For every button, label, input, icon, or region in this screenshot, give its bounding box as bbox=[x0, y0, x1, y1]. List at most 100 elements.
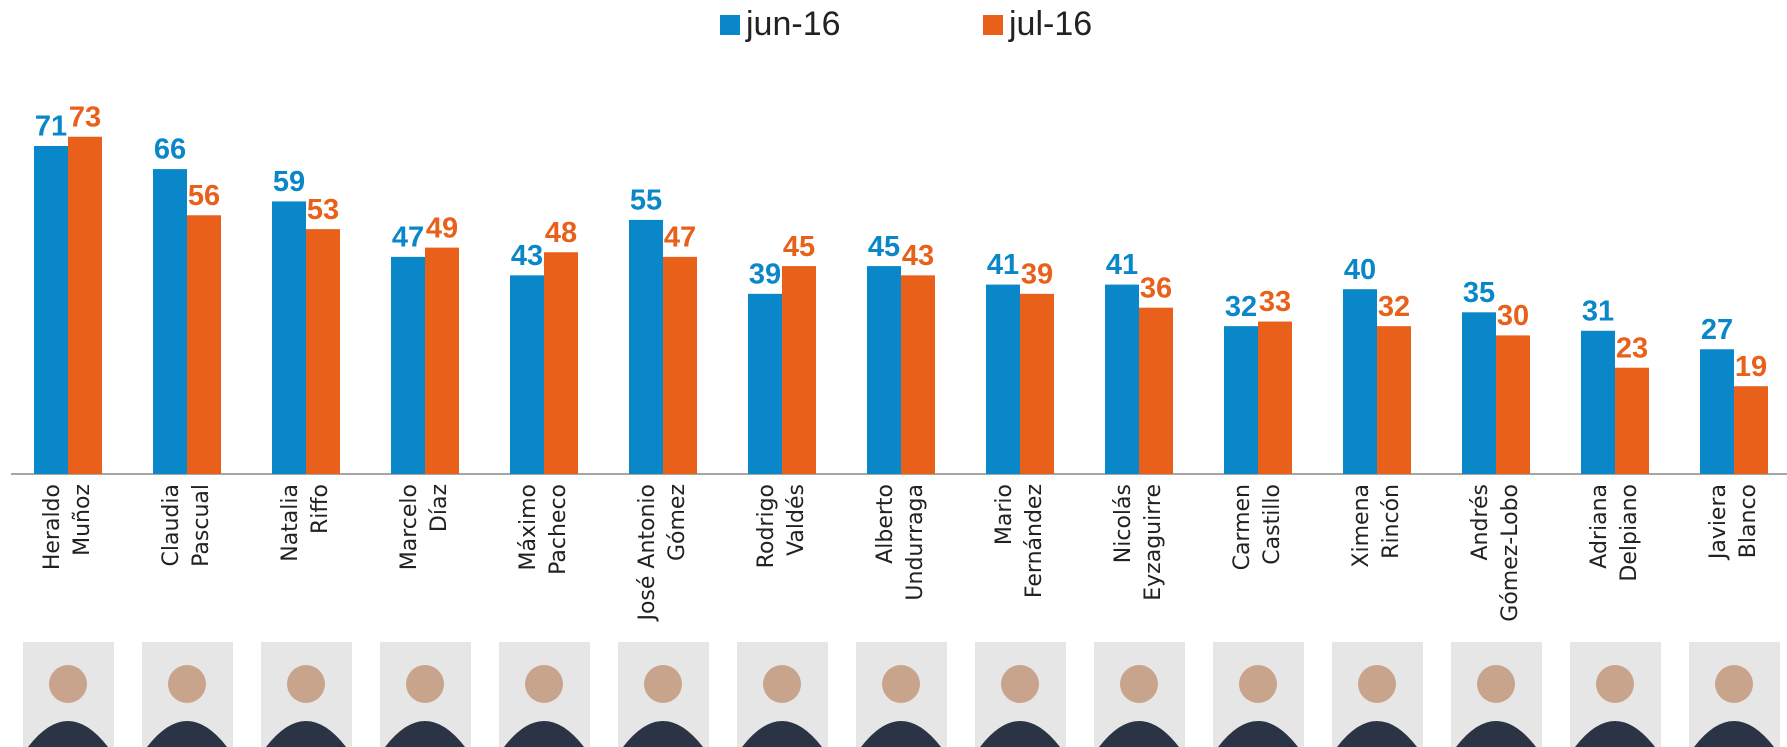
legend-swatch bbox=[983, 15, 1003, 35]
x-tick-label: Mario bbox=[992, 484, 1017, 545]
category-label: MáximoPacheco bbox=[516, 484, 571, 575]
x-tick-label: Andrés bbox=[1468, 484, 1493, 561]
x-tick-label: Adriana bbox=[1587, 484, 1612, 569]
value-label: 48 bbox=[545, 217, 577, 249]
x-tick-label: Pacheco bbox=[546, 484, 571, 575]
bar bbox=[1581, 331, 1615, 474]
photo-head bbox=[644, 665, 682, 703]
x-tick-label: Castillo bbox=[1260, 484, 1285, 565]
photo-head bbox=[168, 665, 206, 703]
x-tick-label: Riffo bbox=[308, 484, 333, 534]
x-tick-label: Marcelo bbox=[397, 484, 422, 570]
value-label: 40 bbox=[1344, 254, 1376, 286]
value-label: 55 bbox=[630, 185, 662, 217]
bar bbox=[34, 146, 68, 474]
photo bbox=[975, 642, 1066, 747]
value-label: 43 bbox=[511, 240, 543, 272]
x-tick-label: Fernández bbox=[1022, 484, 1047, 598]
bar bbox=[68, 137, 102, 474]
photo bbox=[1094, 642, 1185, 747]
value-label: 47 bbox=[664, 222, 696, 254]
value-label: 49 bbox=[426, 212, 458, 244]
bar bbox=[510, 275, 544, 474]
value-label: 56 bbox=[188, 180, 220, 212]
bar bbox=[1496, 335, 1530, 474]
category-label: AdrianaDelpiano bbox=[1587, 484, 1642, 582]
photo-head bbox=[1358, 665, 1396, 703]
photo bbox=[499, 642, 590, 747]
value-label: 31 bbox=[1582, 295, 1614, 327]
x-tick-label: José Antonio bbox=[635, 484, 660, 623]
bar bbox=[1105, 285, 1139, 474]
category-label: AlbertoUndurraga bbox=[873, 484, 928, 601]
photo-head bbox=[49, 665, 87, 703]
x-tick-label: Rincón bbox=[1379, 484, 1404, 559]
x-tick-label: Undurraga bbox=[903, 484, 928, 601]
x-tick-label: Nicolás bbox=[1111, 484, 1136, 563]
x-tick-label: Natalia bbox=[278, 484, 303, 562]
photo bbox=[1332, 642, 1423, 747]
value-label: 41 bbox=[987, 249, 1019, 281]
category-label: AndrésGómez-Lobo bbox=[1468, 484, 1523, 622]
bar bbox=[782, 266, 816, 474]
photo-head bbox=[1001, 665, 1039, 703]
bar bbox=[1258, 322, 1292, 474]
bar bbox=[1700, 349, 1734, 474]
photo bbox=[856, 642, 947, 747]
photo-head bbox=[1596, 665, 1634, 703]
bar bbox=[425, 248, 459, 474]
bar bbox=[1224, 326, 1258, 474]
photo bbox=[1570, 642, 1661, 747]
photo-head bbox=[287, 665, 325, 703]
photo-head bbox=[1239, 665, 1277, 703]
x-tick-label: Delpiano bbox=[1617, 484, 1642, 582]
bar bbox=[187, 215, 221, 474]
bar bbox=[306, 229, 340, 474]
photo-head bbox=[1477, 665, 1515, 703]
value-label: 53 bbox=[307, 194, 339, 226]
value-label: 35 bbox=[1463, 277, 1495, 309]
photo bbox=[1689, 642, 1780, 747]
bar bbox=[1377, 326, 1411, 474]
x-tick-label: Gómez-Lobo bbox=[1498, 484, 1523, 622]
x-tick-label: Valdés bbox=[784, 484, 809, 556]
category-label: MarioFernández bbox=[992, 484, 1047, 598]
legend-label: jul-16 bbox=[1008, 5, 1092, 43]
bar bbox=[629, 220, 663, 474]
photo bbox=[142, 642, 233, 747]
value-label: 30 bbox=[1497, 300, 1529, 332]
x-tick-label: Eyzaguirre bbox=[1141, 484, 1166, 601]
bar bbox=[272, 201, 306, 474]
value-label: 41 bbox=[1106, 249, 1138, 281]
x-tick-label: Javiera bbox=[1706, 484, 1731, 561]
category-label: MarceloDíaz bbox=[397, 484, 452, 570]
x-tick-label: Pascual bbox=[189, 484, 214, 567]
photo bbox=[1451, 642, 1542, 747]
value-label: 19 bbox=[1735, 351, 1767, 383]
bar bbox=[391, 257, 425, 474]
category-label: NicolásEyzaguirre bbox=[1111, 484, 1166, 601]
bar bbox=[153, 169, 187, 474]
bar bbox=[1020, 294, 1054, 474]
bar bbox=[1139, 308, 1173, 474]
x-tick-label: Ximena bbox=[1349, 484, 1374, 568]
value-label: 66 bbox=[154, 134, 186, 166]
bar bbox=[748, 294, 782, 474]
photo bbox=[618, 642, 709, 747]
bar bbox=[1734, 386, 1768, 474]
value-label: 43 bbox=[902, 240, 934, 272]
photo-head bbox=[525, 665, 563, 703]
photo-head bbox=[1120, 665, 1158, 703]
bar bbox=[1462, 312, 1496, 474]
value-label: 47 bbox=[392, 222, 424, 254]
photo-head bbox=[882, 665, 920, 703]
x-tick-label: Gómez bbox=[665, 484, 690, 561]
value-label: 23 bbox=[1616, 332, 1648, 364]
